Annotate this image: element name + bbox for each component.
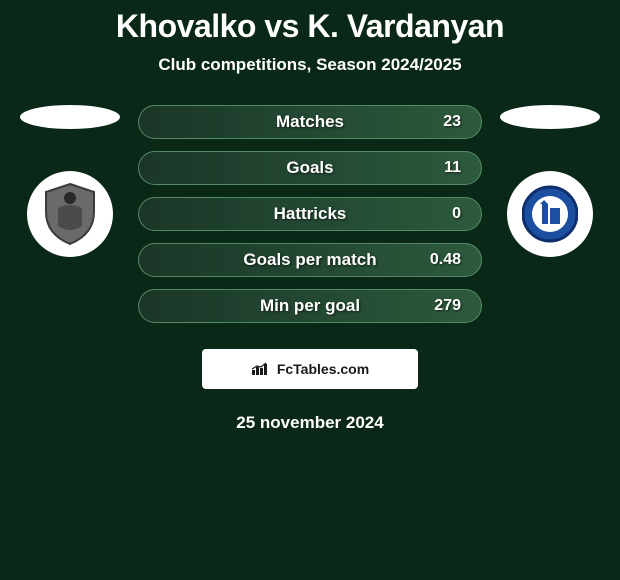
stat-value-right: 0: [452, 205, 461, 223]
stat-value-right: 11: [444, 159, 461, 177]
stat-bar: Hattricks 0: [138, 197, 482, 231]
stat-bar: Goals 11: [138, 151, 482, 185]
shield-icon: [42, 182, 98, 246]
player-right-marker: [500, 105, 600, 129]
stat-bar: Min per goal 279: [138, 289, 482, 323]
stat-label: Hattricks: [274, 204, 347, 224]
stat-value-right: 279: [434, 297, 461, 315]
chart-icon: [251, 362, 271, 376]
stat-value-right: 23: [443, 113, 461, 131]
stat-bar: Matches 23: [138, 105, 482, 139]
club-crest-icon: [522, 182, 578, 246]
page-title: Khovalko vs K. Vardanyan: [0, 8, 620, 45]
right-column: [500, 105, 600, 257]
comparison-layout: Matches 23 Goals 11 Hattricks 0 Goals pe…: [0, 105, 620, 323]
page-subtitle: Club competitions, Season 2024/2025: [0, 55, 620, 75]
stat-value-right: 0.48: [430, 251, 461, 269]
club-badge-left: [27, 171, 113, 257]
footer-branding: FcTables.com: [202, 349, 418, 389]
stat-bars: Matches 23 Goals 11 Hattricks 0 Goals pe…: [138, 105, 482, 323]
main-panel: Khovalko vs K. Vardanyan Club competitio…: [0, 0, 620, 433]
stat-label: Goals per match: [243, 250, 376, 270]
date-label: 25 november 2024: [0, 413, 620, 433]
stat-bar: Goals per match 0.48: [138, 243, 482, 277]
player-left-marker: [20, 105, 120, 129]
club-badge-right: [507, 171, 593, 257]
stat-label: Matches: [276, 112, 344, 132]
stat-label: Min per goal: [260, 296, 360, 316]
footer-label: FcTables.com: [277, 361, 369, 377]
left-column: [20, 105, 120, 257]
stat-label: Goals: [286, 158, 333, 178]
